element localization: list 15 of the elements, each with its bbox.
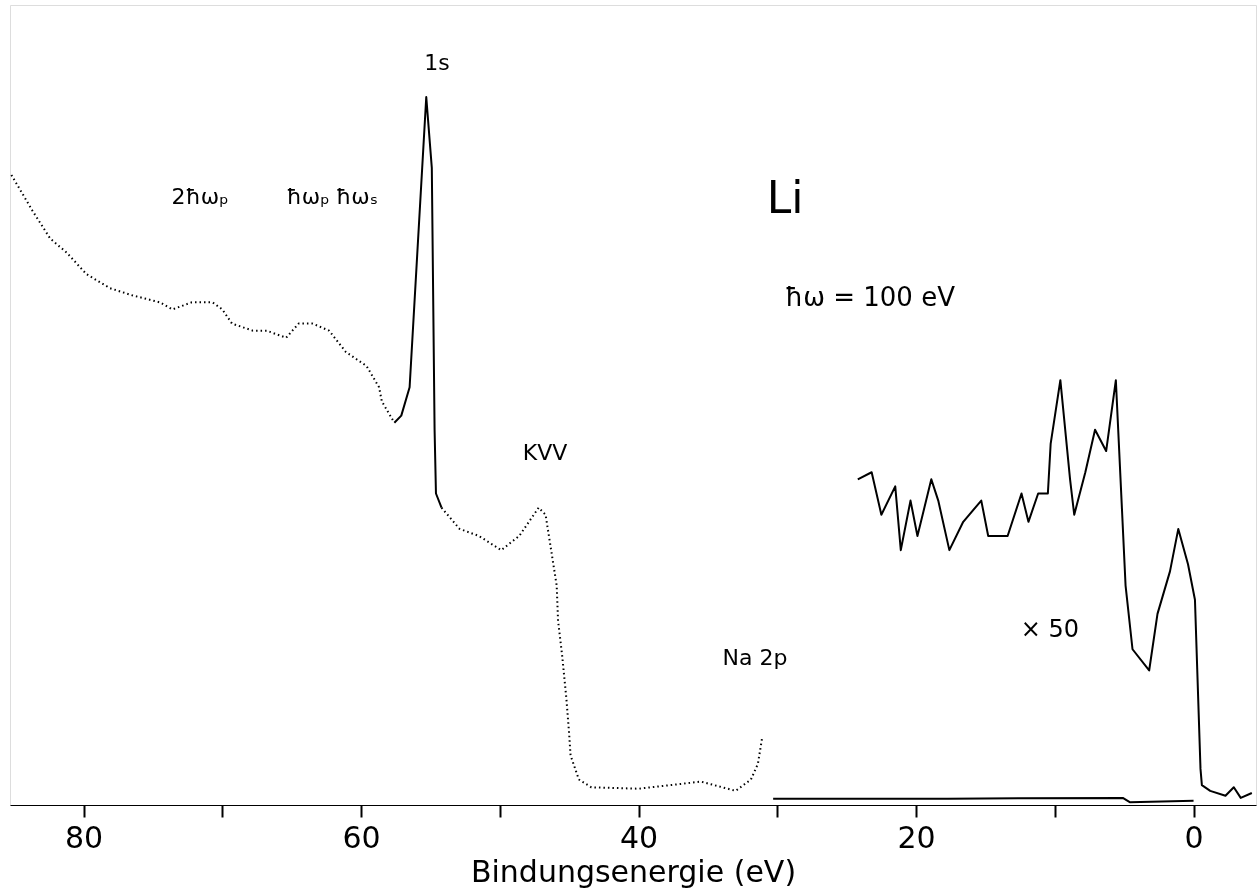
annotation: × 50 [1020,615,1080,643]
x-tick-label: 40 [619,819,659,855]
x-axis-title: Bindungsenergie (eV) [470,853,797,889]
x-tick-label: 80 [64,819,104,855]
annotation: ħωₚ [286,184,330,209]
x-tick-label: 60 [342,819,381,855]
annotation: 2ħωₚ [171,184,229,209]
annotation: Li [766,172,804,223]
annotation: KVV [522,440,568,465]
x-tick-label: 20 [897,819,936,855]
annotation: ħωₛ [336,184,378,209]
text: 1s [424,50,450,75]
annotation: ħω = 100 eV [785,282,956,312]
annotation: Na 2p [722,645,788,670]
x-tick-label: 0 [1184,819,1204,855]
